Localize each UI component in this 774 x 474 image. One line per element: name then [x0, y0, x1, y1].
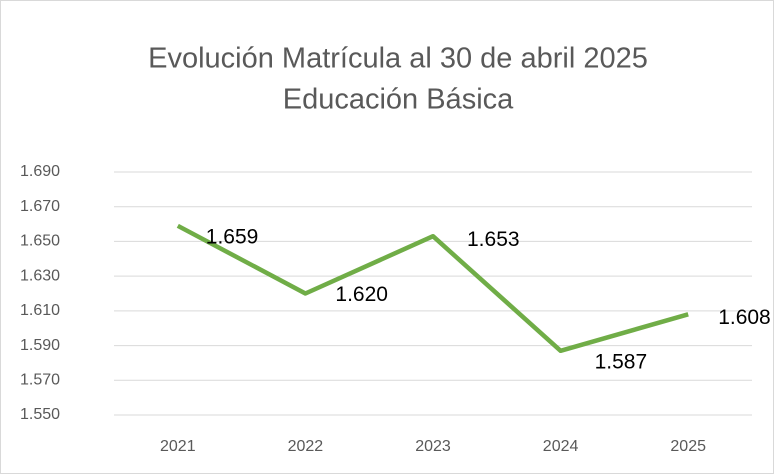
- data-label: 1.587: [595, 350, 648, 373]
- data-label: 1.653: [467, 228, 520, 251]
- y-tick-label: 1.690: [20, 163, 60, 180]
- y-tick-label: 1.550: [20, 406, 60, 423]
- x-tick-label: 2021: [160, 438, 196, 455]
- y-tick-label: 1.570: [20, 372, 60, 389]
- y-tick-label: 1.670: [20, 198, 60, 215]
- y-tick-label: 1.590: [20, 337, 60, 354]
- x-tick-label: 2025: [670, 438, 706, 455]
- data-label: 1.620: [335, 283, 388, 306]
- data-label: 1.659: [206, 225, 259, 248]
- x-tick-label: 2024: [543, 438, 579, 455]
- x-tick-label: 2022: [288, 438, 324, 455]
- y-tick-label: 1.650: [20, 233, 60, 250]
- chart-title: Evolución Matrícula al 30 de abril 2025: [148, 43, 648, 75]
- x-tick-label: 2023: [415, 438, 451, 455]
- line-series: [176, 223, 689, 354]
- y-tick-label: 1.630: [20, 267, 60, 284]
- data-label: 1.608: [718, 306, 771, 329]
- chart-subtitle: Educación Básica: [283, 84, 514, 116]
- y-tick-label: 1.610: [20, 302, 60, 319]
